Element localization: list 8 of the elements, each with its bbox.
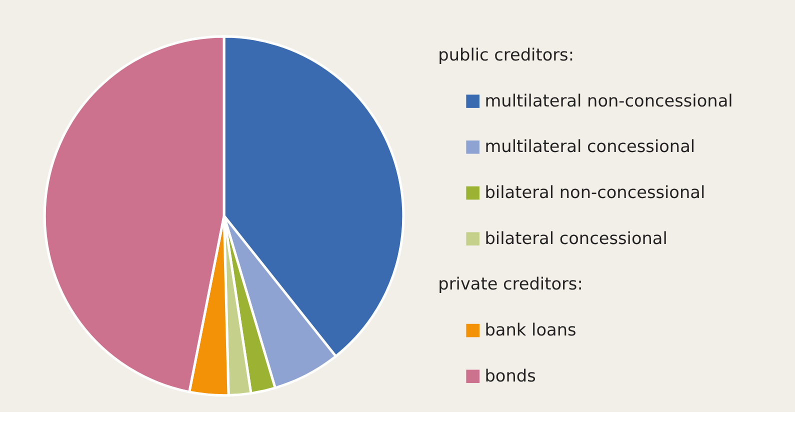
legend-label: bilateral non-concessional — [484, 182, 706, 202]
text: private creditors: — [438, 274, 583, 294]
legend-label: multilateral concessional — [484, 136, 696, 156]
legend-label: bilateral concessional — [484, 228, 668, 248]
legend-label: bank loans — [484, 319, 576, 340]
text: public creditors: — [438, 44, 574, 64]
legend-label: bonds — [484, 365, 536, 386]
legend-label: multilateral non-concessional — [484, 90, 733, 110]
